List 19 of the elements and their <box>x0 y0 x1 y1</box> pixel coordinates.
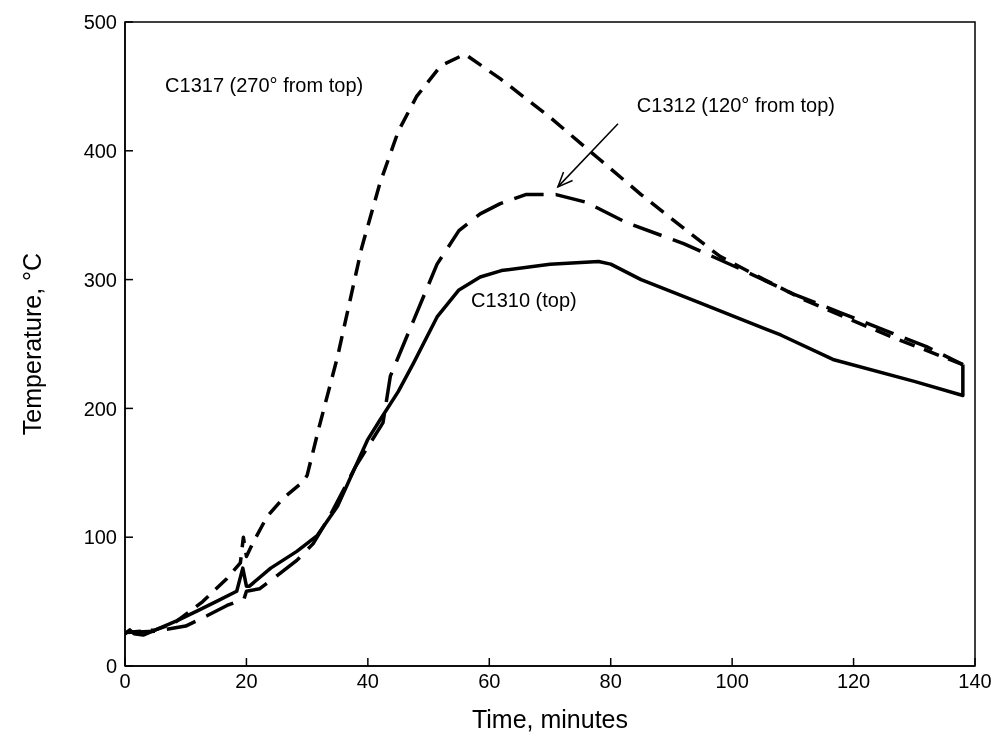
x-tick-label: 120 <box>836 670 871 693</box>
y-tick-label: 500 <box>83 11 117 34</box>
text: C1312 (120° from top) <box>636 94 835 117</box>
y-tick-label: 0 <box>105 655 117 678</box>
x-tick-label: 0 <box>119 670 131 693</box>
x-tick-label: 80 <box>599 670 622 693</box>
x-tick-label: 60 <box>478 670 501 693</box>
text: C1317 (270° from top) <box>165 73 364 96</box>
y-tick-label: 200 <box>83 397 117 420</box>
x-tick-label: 20 <box>235 670 258 693</box>
x-tick-label: 140 <box>958 670 992 693</box>
y-axis-title: Temperature, °C <box>17 252 46 436</box>
series-label: C1310 (top) <box>471 288 577 311</box>
y-tick-label: 100 <box>83 526 117 549</box>
x-axis-title: Time, minutes <box>471 705 629 733</box>
x-tick-label: 100 <box>715 670 749 693</box>
x-tick-label: 40 <box>356 670 379 693</box>
y-tick-label: 400 <box>83 139 117 162</box>
y-tick-label: 300 <box>83 268 117 291</box>
